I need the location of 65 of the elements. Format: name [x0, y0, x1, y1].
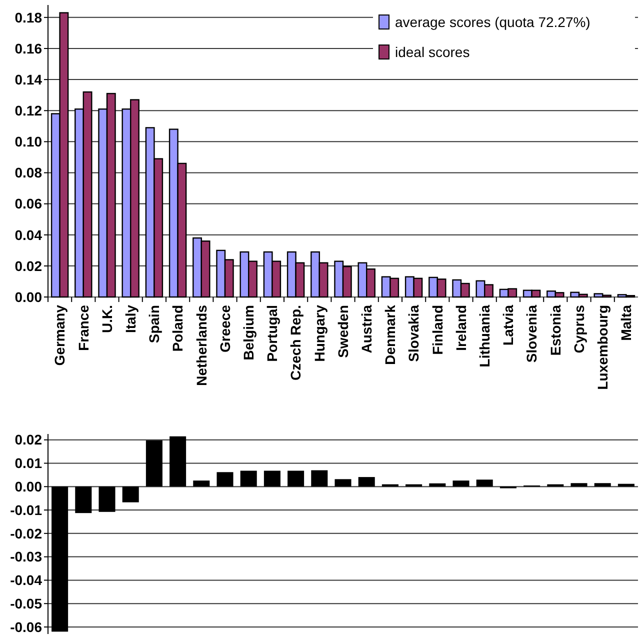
x-tick-label: Slovenia — [524, 304, 540, 363]
bar — [193, 480, 210, 487]
y-tick-label: 0.10 — [14, 134, 42, 150]
bar — [358, 477, 375, 487]
y-tick-label: 0.02 — [14, 258, 42, 274]
y-tick-label: 0.00 — [14, 288, 42, 305]
y-tick-label: -0.06 — [10, 618, 42, 635]
x-tick-label: Belgium — [240, 305, 256, 360]
bar — [594, 483, 611, 487]
x-tick-label: Luxembourg — [594, 305, 610, 390]
y-tick-label: 0.14 — [14, 71, 42, 88]
x-tick-label: Greece — [216, 304, 233, 352]
y-tick-label: 0.08 — [14, 164, 42, 181]
x-tick-label: Finland — [429, 305, 446, 355]
x-tick-label: Cyprus — [570, 304, 587, 354]
x-tick-label: Netherlands — [193, 304, 210, 386]
x-tick-label: Malta — [618, 304, 634, 341]
bar — [288, 470, 304, 487]
x-tick-label: Denmark — [382, 304, 398, 365]
x-tick-label: Latvia — [500, 304, 516, 346]
y-tick-label: 0.16 — [14, 40, 42, 56]
x-tick-label: Portugal — [264, 305, 280, 362]
bar — [170, 436, 186, 487]
x-tick-label: Italy — [122, 304, 138, 334]
bar — [429, 483, 446, 487]
bar — [452, 480, 470, 487]
bar — [570, 483, 588, 487]
x-tick-label: Austria — [358, 304, 374, 354]
y-tick-label: 0.18 — [14, 9, 42, 26]
bar — [240, 470, 257, 487]
y-tick-label: 0.01 — [14, 455, 42, 472]
bar — [476, 480, 493, 487]
x-tick-label: U.K. — [98, 305, 115, 333]
bar — [311, 470, 328, 487]
x-tick-label: Estonia — [547, 304, 564, 356]
x-tick-label: Hungary — [311, 304, 328, 362]
x-tick-label: Slovakia — [406, 304, 422, 362]
x-tick-label: Sweden — [334, 305, 351, 358]
y-tick-label: -0.04 — [10, 572, 42, 588]
bar — [334, 479, 352, 487]
y-tick-label: 0.02 — [14, 432, 42, 448]
bar — [146, 440, 162, 487]
legend-label: average scores (quota 72.27%) — [395, 14, 590, 30]
bar — [52, 486, 68, 632]
x-tick-label: Ireland — [452, 305, 469, 351]
y-tick-label: -0.05 — [10, 595, 42, 612]
y-tick-label: 0.12 — [14, 102, 42, 119]
x-tick-label: Czech Rep. — [288, 305, 304, 380]
x-tick-label: Poland — [170, 305, 186, 352]
bar — [264, 470, 280, 487]
y-tick-label: -0.02 — [10, 525, 42, 542]
y-tick-label: -0.01 — [10, 502, 42, 518]
bar — [98, 486, 116, 512]
bar — [75, 486, 92, 514]
x-tick-label: Lithuania — [476, 304, 492, 368]
bar — [122, 486, 139, 502]
y-tick-label: -0.03 — [10, 548, 42, 565]
y-tick-label: 0.00 — [14, 478, 42, 495]
y-tick-label: 0.04 — [14, 226, 42, 243]
x-tick-label: France — [75, 304, 92, 351]
x-tick-label: Spain — [146, 305, 162, 344]
y-tick-label: 0.06 — [14, 196, 42, 212]
bar — [216, 472, 234, 487]
x-tick-label: Germany — [52, 304, 68, 366]
legend-label: ideal scores — [395, 44, 470, 60]
